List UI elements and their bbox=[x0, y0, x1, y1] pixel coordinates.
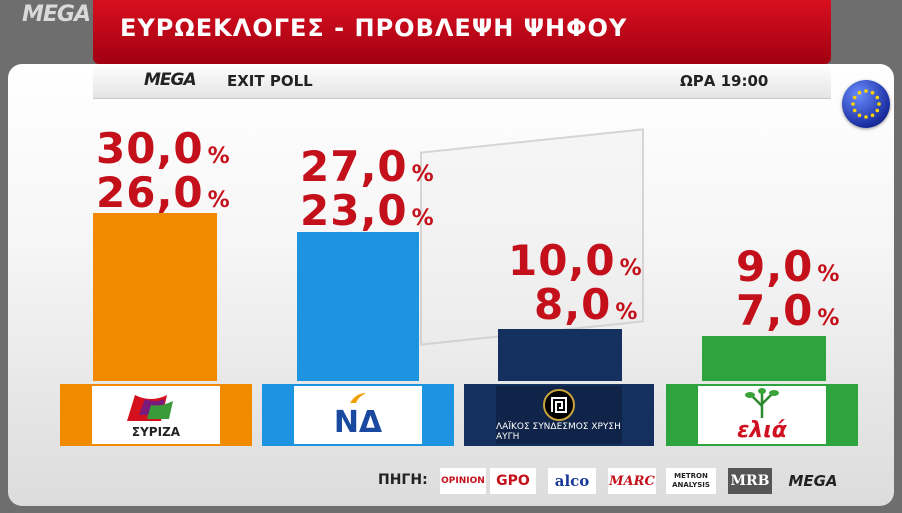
value-high-nd: 27,0% bbox=[300, 142, 435, 191]
nd-torch-icon bbox=[350, 392, 366, 403]
bar-syriza bbox=[93, 213, 217, 381]
source-mrb: MRB bbox=[728, 468, 772, 494]
source-opinion: OPINION bbox=[440, 468, 486, 494]
logo-chrysi-avgi: ΛΑΪΚΟΣ ΣΥΝΔΕΣΜΟΣ ΧΡΥΣΗ ΑΥΓΗ bbox=[496, 386, 622, 444]
value-low-chrysi-avgi: 8,0% bbox=[534, 280, 639, 329]
exit-poll-label: EXIT POLL bbox=[227, 72, 313, 90]
source-alco: alco bbox=[548, 468, 596, 494]
eu-flag-icon bbox=[842, 80, 890, 128]
value-high-elia: 9,0% bbox=[736, 242, 841, 291]
source-mega: MEGA bbox=[788, 472, 838, 490]
chrysi-avgi-label: ΛΑΪΚΟΣ ΣΥΝΔΕΣΜΟΣ ΧΡΥΣΗ ΑΥΓΗ bbox=[496, 422, 621, 442]
bar-elia bbox=[702, 336, 826, 381]
title-bar bbox=[93, 0, 831, 64]
value-low-nd: 23,0% bbox=[300, 186, 435, 235]
source-label: ΠΗΓΗ: bbox=[378, 472, 428, 488]
meander-icon bbox=[543, 389, 575, 421]
source-metron-analysis: METRON ANALYSIS bbox=[666, 468, 716, 494]
bar-chrysi-avgi bbox=[498, 329, 622, 381]
source-gpo: GPO bbox=[490, 468, 536, 494]
mega-logo: MEGA bbox=[144, 70, 197, 90]
channel-logo: MEGA bbox=[22, 2, 91, 27]
nd-label: ΝΔ bbox=[333, 404, 383, 440]
subtitle-bar bbox=[93, 64, 831, 99]
page-title: ΕΥΡΩΕΚΛΟΓΕΣ - ΠΡΟΒΛΕΨΗ ΨΗΦΟΥ bbox=[120, 14, 628, 42]
value-low-elia: 7,0% bbox=[736, 286, 841, 335]
logo-syriza: ΣΥΡΙΖΑ bbox=[92, 386, 220, 444]
source-marc: MARC bbox=[608, 468, 656, 494]
time-label: ΩΡΑ 19:00 bbox=[680, 72, 769, 90]
logo-elia: ελιά bbox=[698, 386, 826, 444]
olive-tree-icon bbox=[745, 387, 779, 418]
value-high-syriza: 30,0% bbox=[96, 124, 231, 173]
elia-label: ελιά bbox=[737, 417, 787, 443]
bar-nd bbox=[297, 232, 419, 381]
syriza-label: ΣΥΡΙΖΑ bbox=[131, 425, 181, 439]
value-high-chrysi-avgi: 10,0% bbox=[508, 236, 643, 285]
value-low-syriza: 26,0% bbox=[96, 168, 231, 217]
syriza-flag-icon bbox=[127, 395, 173, 421]
logo-nd: ΝΔ bbox=[294, 386, 422, 444]
